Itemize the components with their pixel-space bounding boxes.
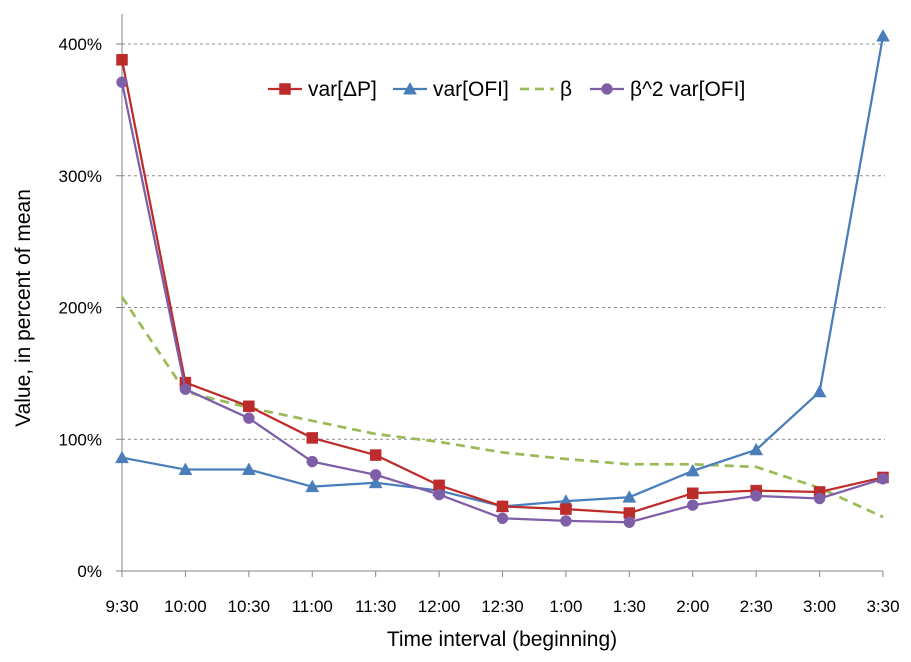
legend-swatch-marker — [403, 81, 417, 95]
x-tick-label: 2:00 — [676, 597, 709, 616]
series-line — [120, 81, 884, 524]
data-point — [368, 475, 383, 489]
data-point — [115, 450, 129, 464]
legend-item-3: β^2 var[OFI] — [590, 78, 745, 101]
legend-label: var[ΔP] — [308, 78, 377, 101]
legend-item-1: var[OFI] — [393, 78, 509, 101]
data-point — [812, 384, 827, 398]
series-line — [120, 59, 884, 515]
x-axis-title: Time interval (beginning) — [387, 628, 617, 651]
x-tick-label: 3:30 — [866, 597, 899, 616]
data-point — [687, 499, 699, 511]
data-point — [306, 432, 318, 444]
data-point — [496, 500, 509, 513]
y-tick-label: 100% — [59, 430, 102, 449]
x-tick-label: 2:30 — [740, 597, 773, 616]
y-tick-label: 300% — [59, 167, 102, 186]
data-point — [178, 462, 193, 476]
x-tick-label: 3:00 — [803, 597, 836, 616]
x-tick-label: 11:00 — [292, 597, 333, 616]
legend-label: var[OFI] — [433, 78, 509, 101]
legend-label: β^2 var[OFI] — [630, 78, 745, 101]
data-point — [560, 515, 572, 527]
series-line — [120, 296, 884, 519]
data-point — [496, 512, 509, 525]
x-tick-label: 9:30 — [105, 597, 138, 616]
series-3 — [116, 76, 889, 529]
data-point — [305, 479, 320, 493]
data-point — [876, 29, 890, 42]
x-tick-label: 1:00 — [549, 597, 582, 616]
data-point — [813, 492, 826, 505]
legend: var[ΔP] var[OFI] β β^2 var[OFI] — [268, 78, 745, 101]
legend-swatch-marker — [279, 83, 291, 95]
series-2 — [120, 296, 884, 519]
data-point — [877, 473, 889, 485]
legend-item-0: var[ΔP] — [268, 78, 377, 101]
data-point — [179, 383, 192, 395]
data-point — [243, 400, 255, 413]
x-tick-label: 12:00 — [418, 597, 461, 616]
legend-item-2: β — [520, 78, 572, 101]
series-0 — [116, 54, 889, 519]
y-tick-label: 0% — [77, 562, 102, 581]
data-point — [116, 54, 128, 66]
data-point — [369, 449, 382, 461]
legend-label: β — [560, 78, 572, 101]
data-point — [241, 462, 256, 476]
x-tick-label: 1:30 — [613, 597, 646, 616]
x-tick-label: 11:30 — [355, 597, 396, 616]
x-tick-label: 10:00 — [164, 597, 207, 616]
data-point — [560, 503, 572, 515]
data-point — [749, 442, 764, 456]
series-line — [121, 35, 885, 508]
legend-swatch-marker — [601, 83, 613, 95]
axes: 0% 100% 200% 300% 400% 9:30 10:00 10:30 11:00 11:… — [59, 14, 900, 616]
data-point — [622, 490, 637, 503]
data-point — [687, 487, 699, 500]
data-point — [306, 455, 318, 468]
x-tick-label: 10:30 — [228, 597, 271, 616]
y-tick-label: 200% — [59, 299, 102, 318]
data-point — [433, 488, 445, 501]
data-point — [243, 412, 255, 424]
x-tick-label: 12:30 — [481, 597, 524, 616]
data-point — [369, 469, 382, 481]
y-axis-title: Value, in percent of mean — [12, 189, 35, 427]
y-tick-label: 400% — [59, 35, 102, 54]
data-point — [750, 490, 762, 502]
data-point — [623, 516, 636, 529]
data-point — [685, 463, 700, 477]
data-point — [116, 76, 128, 88]
series-group — [115, 29, 890, 529]
gridlines — [122, 43, 885, 440]
